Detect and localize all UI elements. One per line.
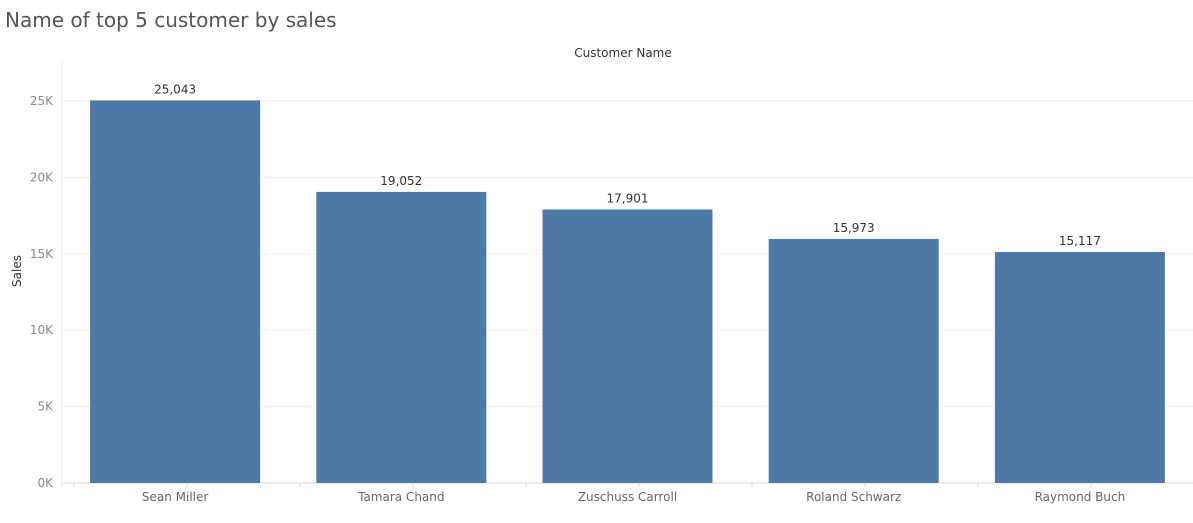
bar-value-label: 15,117 bbox=[1059, 234, 1101, 248]
bar[interactable] bbox=[316, 191, 487, 483]
y-tick-label: 20K bbox=[30, 170, 54, 184]
y-tick-label: 10K bbox=[30, 323, 54, 337]
bar[interactable] bbox=[768, 238, 939, 483]
category-label: Raymond Buch bbox=[1035, 490, 1126, 504]
bar-value-label: 25,043 bbox=[154, 82, 196, 96]
bar-value-label: 15,973 bbox=[833, 221, 875, 235]
bar-value-label: 19,052 bbox=[380, 174, 422, 188]
bars bbox=[90, 100, 1165, 483]
category-label: Tamara Chand bbox=[357, 490, 444, 504]
labels: 25,043 Sean Miller 19,052 Tamara Chand 17,90… bbox=[142, 82, 1125, 504]
axes: 0K 5K 10K 15K 20K 25K bbox=[30, 62, 1092, 490]
y-tick-label: 5K bbox=[37, 400, 54, 414]
x-axis-title: Customer Name bbox=[574, 46, 672, 60]
category-label: Sean Miller bbox=[142, 490, 209, 504]
y-tick-label: 15K bbox=[30, 247, 54, 261]
chart-title: Name of top 5 customer by sales bbox=[5, 8, 337, 32]
bar[interactable] bbox=[542, 209, 713, 483]
category-label: Zuschuss Carroll bbox=[578, 490, 677, 504]
bar[interactable] bbox=[90, 100, 261, 483]
category-label: Roland Schwarz bbox=[806, 490, 901, 504]
bar[interactable] bbox=[994, 252, 1165, 483]
y-tick-label: 0K bbox=[37, 476, 54, 490]
y-tick-label: 25K bbox=[30, 94, 54, 108]
bar-value-label: 17,901 bbox=[607, 191, 649, 205]
